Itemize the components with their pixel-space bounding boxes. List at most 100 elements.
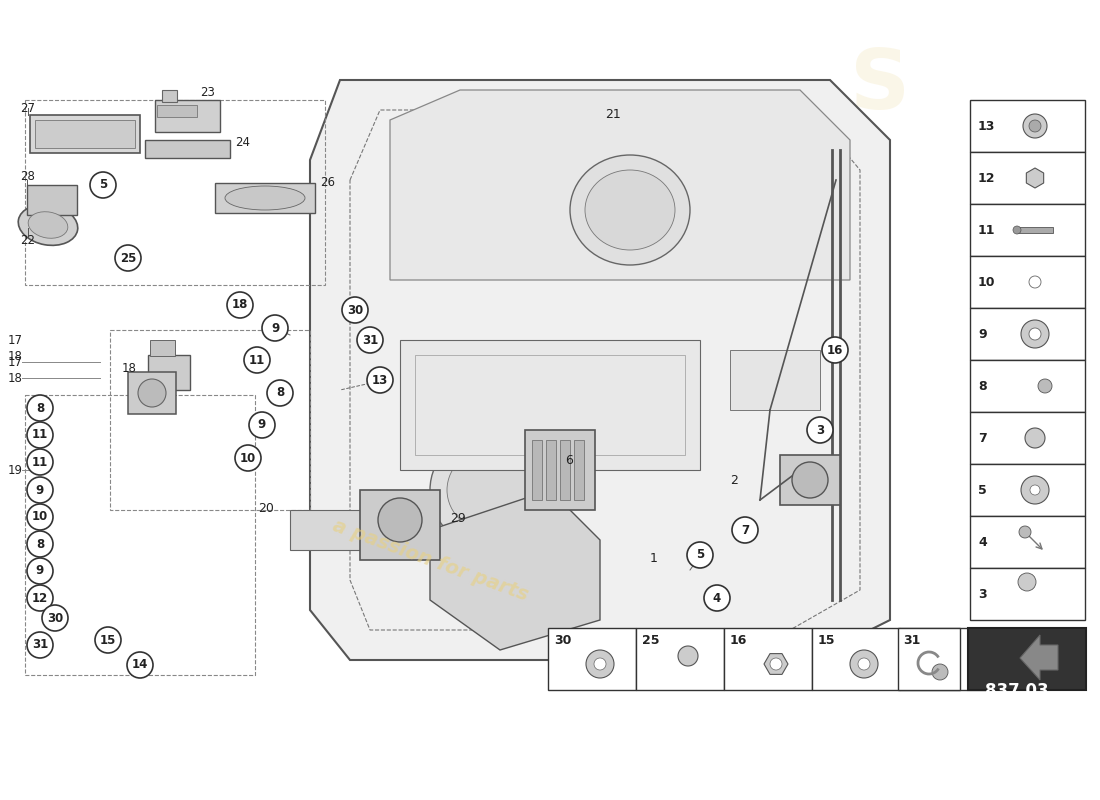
Circle shape: [367, 367, 393, 393]
Text: 18: 18: [122, 362, 136, 374]
Circle shape: [342, 297, 369, 323]
Text: S: S: [850, 45, 910, 126]
Circle shape: [235, 445, 261, 471]
Text: 9: 9: [36, 483, 44, 497]
Text: 16: 16: [730, 634, 747, 646]
Text: 25: 25: [120, 251, 136, 265]
Ellipse shape: [1038, 379, 1052, 393]
Ellipse shape: [1028, 328, 1041, 340]
Circle shape: [42, 605, 68, 631]
Bar: [145, 140, 230, 158]
Bar: [400, 340, 700, 470]
Circle shape: [28, 531, 53, 557]
Text: 13: 13: [978, 119, 996, 133]
Ellipse shape: [29, 212, 68, 238]
Text: 25: 25: [642, 634, 660, 646]
Bar: [812, 628, 900, 690]
Circle shape: [116, 245, 141, 271]
Text: 23: 23: [200, 86, 214, 98]
Ellipse shape: [1018, 573, 1036, 591]
Ellipse shape: [678, 646, 698, 666]
Text: 13: 13: [372, 374, 388, 386]
Text: 9: 9: [978, 327, 987, 341]
Bar: [548, 628, 636, 690]
Circle shape: [807, 417, 833, 443]
Ellipse shape: [770, 658, 782, 670]
Text: 30: 30: [346, 303, 363, 317]
Text: 8: 8: [36, 402, 44, 414]
Bar: [28, 185, 77, 215]
Text: 4: 4: [978, 535, 987, 549]
Ellipse shape: [594, 658, 606, 670]
Bar: [155, 100, 220, 132]
Bar: [30, 115, 140, 153]
Text: 837 03: 837 03: [984, 682, 1048, 700]
Bar: [128, 372, 176, 414]
Bar: [970, 152, 1085, 204]
Polygon shape: [310, 80, 890, 660]
Circle shape: [28, 395, 53, 421]
Text: 8: 8: [36, 538, 44, 550]
Text: 17: 17: [8, 334, 23, 346]
Text: 7: 7: [741, 523, 749, 537]
Text: 11: 11: [32, 455, 48, 469]
Ellipse shape: [226, 186, 305, 210]
Text: a passion for parts: a passion for parts: [330, 516, 530, 604]
Bar: [970, 204, 1085, 256]
Ellipse shape: [850, 650, 878, 678]
Ellipse shape: [570, 155, 690, 265]
Text: 15: 15: [818, 634, 836, 646]
Circle shape: [244, 347, 270, 373]
Ellipse shape: [932, 664, 948, 680]
Polygon shape: [390, 90, 850, 280]
Text: 10: 10: [240, 451, 256, 465]
Bar: [525, 430, 595, 510]
Bar: [968, 628, 1086, 690]
Text: 8: 8: [276, 386, 284, 399]
Text: 15: 15: [100, 634, 117, 646]
Ellipse shape: [1028, 276, 1041, 288]
Bar: [970, 360, 1085, 412]
Bar: [970, 568, 1085, 620]
Bar: [970, 516, 1085, 568]
Ellipse shape: [1021, 476, 1049, 504]
Bar: [970, 308, 1085, 360]
Polygon shape: [1026, 168, 1044, 188]
Circle shape: [28, 449, 53, 475]
Text: 14: 14: [132, 658, 148, 671]
Circle shape: [732, 517, 758, 543]
Text: 10: 10: [32, 510, 48, 523]
Circle shape: [704, 585, 730, 611]
Bar: [25, 395, 255, 675]
Text: 4: 4: [713, 591, 722, 605]
Text: 6: 6: [565, 454, 573, 466]
Circle shape: [90, 172, 116, 198]
Ellipse shape: [378, 498, 422, 542]
Circle shape: [358, 327, 383, 353]
Text: 30: 30: [554, 634, 571, 646]
Text: 24: 24: [235, 135, 250, 149]
Bar: [636, 628, 724, 690]
Bar: [25, 100, 324, 285]
Circle shape: [95, 627, 121, 653]
Text: 26: 26: [320, 177, 336, 190]
Bar: [148, 355, 190, 390]
Text: 9: 9: [257, 418, 266, 431]
Circle shape: [28, 422, 53, 448]
Text: 31: 31: [32, 638, 48, 651]
Ellipse shape: [1030, 485, 1040, 495]
Ellipse shape: [1013, 226, 1021, 234]
Circle shape: [227, 292, 253, 318]
Circle shape: [28, 585, 53, 611]
Text: 27: 27: [20, 102, 35, 114]
Circle shape: [28, 477, 53, 503]
Ellipse shape: [792, 462, 828, 498]
Ellipse shape: [1025, 428, 1045, 448]
Text: 21: 21: [605, 109, 620, 122]
Bar: [290, 510, 420, 550]
Text: 12: 12: [978, 171, 996, 185]
Text: 31: 31: [362, 334, 378, 346]
Bar: [415, 355, 685, 455]
Ellipse shape: [1021, 320, 1049, 348]
Text: 20: 20: [258, 502, 274, 514]
